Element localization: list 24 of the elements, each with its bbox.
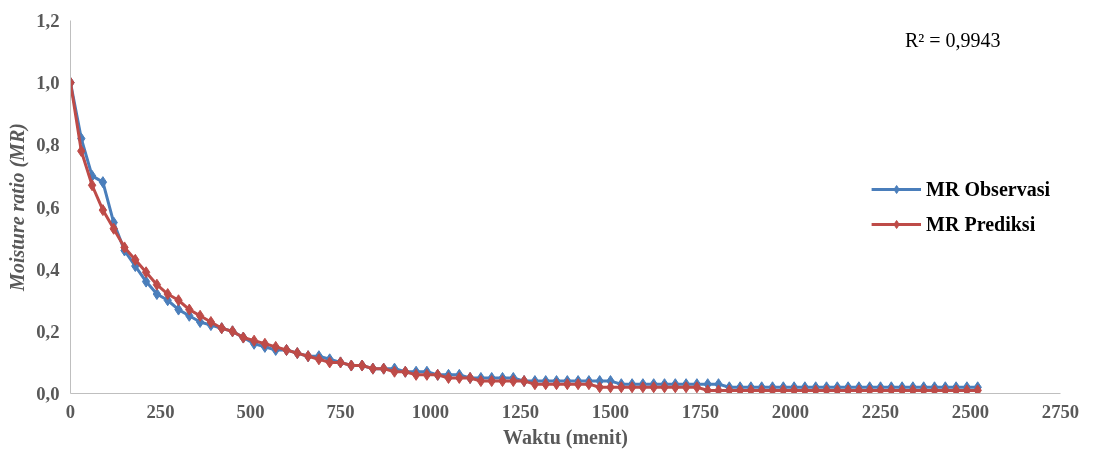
x-tick-label: 1250 bbox=[501, 400, 540, 422]
legend-label: MR Prediksi bbox=[926, 212, 1036, 236]
y-axis-title: Moisture ratio (MR) bbox=[6, 123, 30, 292]
x-tick-label: 750 bbox=[326, 400, 355, 422]
x-tick-label: 1500 bbox=[591, 400, 630, 422]
x-tick-label: 2500 bbox=[951, 400, 990, 422]
y-tick-label: 0,4 bbox=[36, 258, 60, 280]
x-tick-label: 500 bbox=[236, 400, 265, 422]
x-tick-label: 1750 bbox=[681, 400, 720, 422]
x-tick-label: 0 bbox=[65, 400, 76, 422]
annotation: R² = 0,9943 bbox=[904, 28, 1001, 51]
legend-label: MR Observasi bbox=[926, 177, 1050, 201]
y-tick-label: 1,0 bbox=[36, 72, 60, 94]
y-tick-label: 1,2 bbox=[36, 10, 60, 31]
y-tick-label: 0,2 bbox=[36, 320, 60, 342]
x-axis-title: Waktu (menit) bbox=[503, 425, 628, 449]
y-tick-label: 0,6 bbox=[36, 196, 60, 218]
x-tick-label: 2250 bbox=[861, 400, 900, 422]
x-tick-label: 2000 bbox=[771, 400, 810, 422]
x-tick-label: 1000 bbox=[411, 400, 450, 422]
x-tick-label: 2750 bbox=[1041, 400, 1080, 422]
y-tick-label: 0,8 bbox=[36, 134, 60, 156]
y-tick-label: 0,0 bbox=[36, 383, 60, 404]
x-tick-label: 250 bbox=[146, 400, 175, 422]
